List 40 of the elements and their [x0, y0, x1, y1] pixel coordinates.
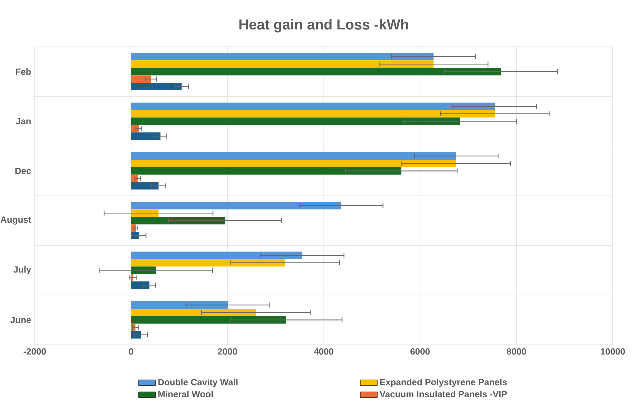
bar	[131, 102, 495, 110]
bar	[131, 252, 302, 260]
x-tick-label: 10000	[601, 348, 626, 355]
y-tick-label: July	[14, 266, 32, 275]
legend-label: Mineral Wool	[158, 390, 214, 398]
bar	[131, 83, 182, 90]
bar	[131, 53, 434, 61]
bar	[131, 302, 228, 309]
bar	[131, 132, 161, 140]
bar	[131, 316, 286, 324]
y-tick-label: Jan	[16, 118, 31, 125]
bar	[131, 202, 342, 210]
bar	[131, 118, 460, 126]
bar	[131, 308, 256, 316]
x-tick-label: 8000	[506, 348, 526, 355]
x-tick-label: 0	[129, 348, 134, 355]
y-tick-label: June	[10, 317, 32, 324]
y-tick-label: Feb	[16, 68, 32, 76]
bar	[131, 282, 150, 290]
bar	[131, 110, 495, 118]
bar	[131, 174, 138, 182]
legend-label: Vacuum Insulated Panels -VIP	[380, 390, 508, 398]
bar	[131, 160, 456, 168]
legend-label: Double Cavity Wall	[158, 378, 238, 388]
bar	[131, 76, 152, 84]
chart-title: Heat gain and Loss -kWh	[240, 19, 408, 33]
y-tick-label: Dec	[16, 168, 32, 174]
y-tick-label: August	[0, 216, 32, 225]
bar	[131, 259, 286, 267]
bar	[131, 167, 402, 175]
bar	[131, 182, 159, 190]
legend-label: Expanded Polystyrene Panels	[380, 378, 508, 388]
x-tick-label: 6000	[410, 348, 430, 355]
x-tick-label: 2000	[218, 348, 238, 355]
bar	[131, 68, 502, 76]
x-tick-label: 4000	[314, 348, 334, 355]
bar	[131, 152, 456, 160]
bar	[131, 60, 434, 68]
x-tick-label: -2000	[24, 348, 46, 355]
bar	[131, 125, 140, 133]
